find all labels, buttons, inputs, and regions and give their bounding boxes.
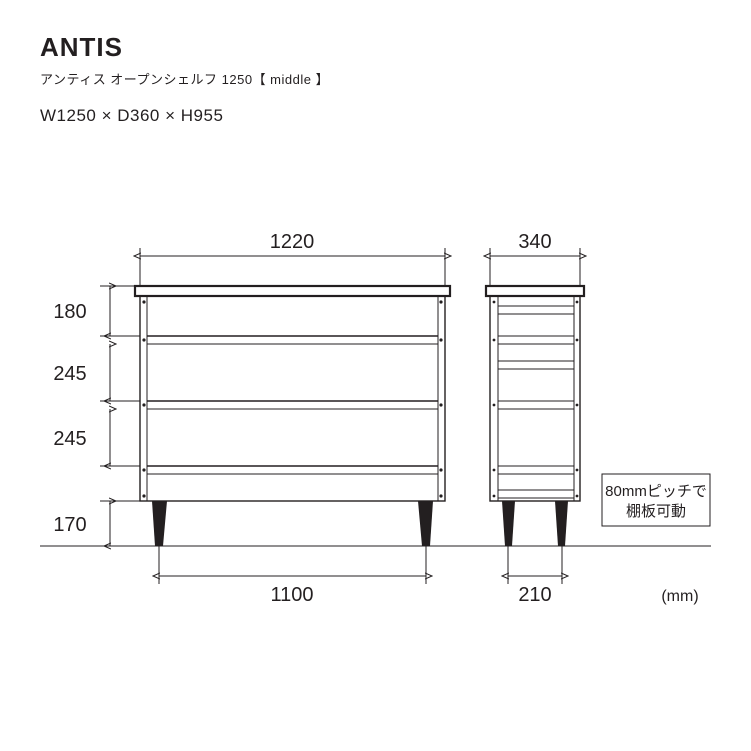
side-view [486, 286, 584, 546]
dim-side-top-label: 340 [518, 231, 551, 253]
note-line1: 80mmピッチで [605, 483, 707, 500]
dim-top-side: 340 [490, 231, 580, 286]
dim-side-legs-label: 210 [518, 584, 551, 606]
technical-drawing: 1220 180 245 245 170 1100 [40, 136, 711, 696]
note-line2: 棚板可動 [626, 502, 686, 520]
note-box: 80mmピッチで 棚板可動 [602, 474, 710, 526]
dim-v-d: 170 [53, 514, 86, 536]
dim-front-top-label: 1220 [270, 231, 315, 253]
front-view [135, 286, 450, 546]
header-block: ANTIS アンティス オープンシェルフ 1250【 middle 】 W125… [40, 32, 711, 126]
page-root: ANTIS アンティス オープンシェルフ 1250【 middle 】 W125… [0, 0, 751, 751]
product-subtitle: アンティス オープンシェルフ 1250【 middle 】 [40, 69, 711, 88]
dim-v-a: 180 [53, 301, 86, 323]
dim-bottom-front: 1100 [159, 546, 426, 606]
dim-front-legs-label: 1100 [270, 584, 313, 606]
unit-label: (mm) [661, 588, 698, 605]
product-title: ANTIS [40, 32, 711, 63]
overall-dimensions: W1250 × D360 × H955 [40, 106, 711, 126]
dim-v-b: 245 [53, 363, 86, 385]
dim-bottom-side: 210 [508, 546, 562, 606]
dim-top-front: 1220 [140, 231, 445, 286]
dim-left-stack: 180 245 245 170 [53, 286, 152, 546]
dim-v-c: 245 [53, 428, 86, 450]
